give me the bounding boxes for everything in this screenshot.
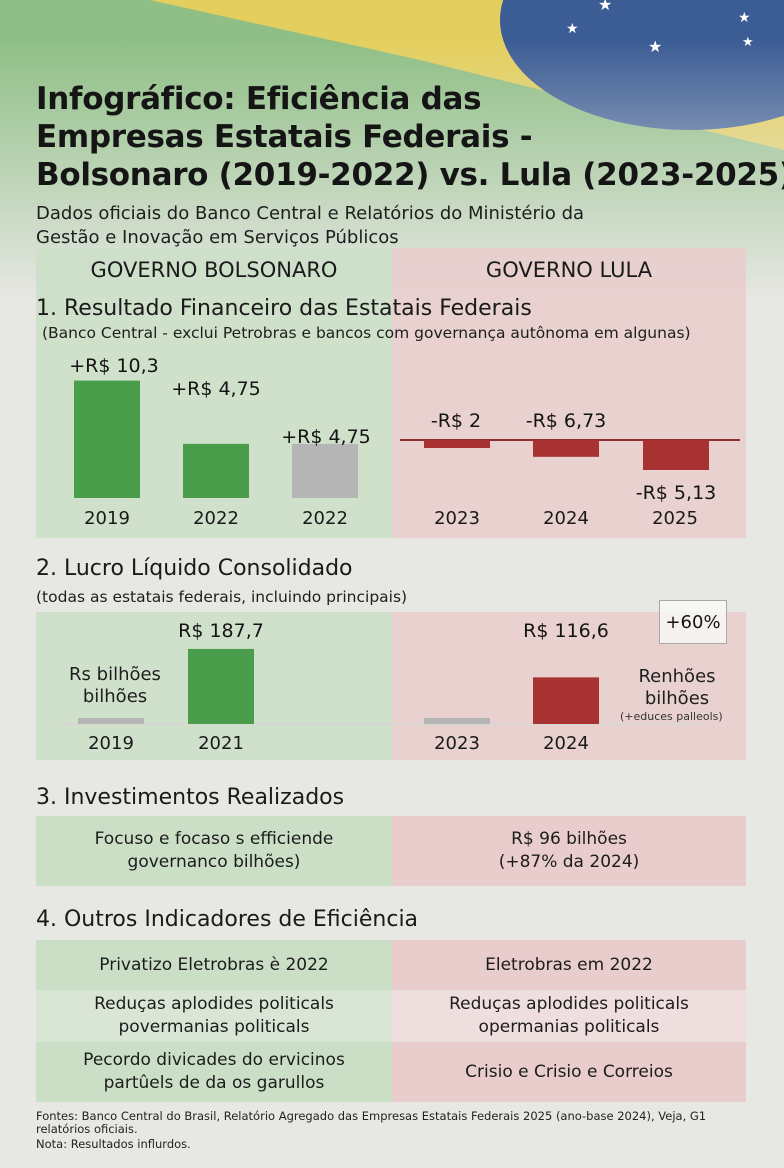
flag-star: ★: [598, 0, 612, 14]
bolsonaro-panel-ind-1: [36, 940, 392, 990]
lula-panel-ind-3: [392, 1042, 746, 1102]
indicator-3-bolsonaro: Pecordo divicades do ervicinos partûels d…: [83, 1050, 345, 1093]
title-line: Bolsonaro (2019-2022) vs. Lula (2023-202…: [36, 157, 784, 193]
bolsonaro-panel-ind-2: [36, 990, 392, 1042]
indicator-2-lula: Reduças aplodides politicals opermanias p…: [449, 994, 689, 1037]
bar-2025-5: [643, 440, 709, 470]
title-line: Empresas Estatais Federais -: [36, 119, 533, 155]
profit-x-tick-2021: 2021: [198, 733, 244, 754]
bar-label-2022-b: +R$ 4,75: [281, 426, 371, 448]
investments-lula: R$ 96 bilhões (+87% da 2024): [498, 829, 640, 872]
subtitle-line: Gestão e Inovação em Serviços Públicos: [36, 227, 399, 248]
flag-star: ★: [566, 21, 579, 37]
page-subtitle: Dados oficiais do Banco Central e Relató…: [36, 202, 776, 250]
section-1-subtitle: (Banco Central - exclui Petrobras e banc…: [42, 324, 691, 342]
section-4-title: 4. Outros Indicadores de Eficiência: [36, 907, 419, 932]
footer-sources-cont: relatórios oficiais.: [36, 1122, 138, 1136]
percent-change-badge: +60%: [659, 600, 727, 644]
lula-panel-ind-1: [392, 940, 746, 990]
x-tick-2023: 2023: [434, 508, 480, 529]
section-2-title: 2. Lucro Líquido Consolidado: [36, 556, 353, 581]
x-tick-2025: 2025: [652, 508, 698, 529]
flag-star: ★: [738, 10, 751, 26]
bar-2022-1: [183, 443, 249, 498]
indicator-3-lula: Crisio e Crisio e Correios: [465, 1061, 673, 1082]
profit-x-tick-2024: 2024: [543, 733, 589, 754]
bar-label-2023: -R$ 2: [430, 410, 482, 432]
section-3-title: 3. Investimentos Realizados: [36, 785, 345, 810]
profit-bar-2021: [188, 648, 254, 724]
lula-panel-invest: [392, 816, 746, 886]
bar-2023-3: [424, 440, 490, 448]
indicator-2-bolsonaro: Reduças aplodides politicals povermanias …: [94, 994, 334, 1037]
profit-x-tick-2019: 2019: [88, 733, 134, 754]
bar-2024-4: [533, 440, 599, 457]
bar-label-2025: -R$ 5,13: [635, 482, 717, 504]
profit-bar-2024: [533, 677, 599, 724]
bar-label-2019: +R$ 10,3: [69, 355, 159, 377]
x-tick-2024: 2024: [543, 508, 589, 529]
title-line: Infográfico: Eficiência das: [36, 81, 482, 117]
page-title: Infográfico: Eficiência das Empresas Est…: [36, 80, 784, 194]
x-tick-2019: 2019: [84, 508, 130, 529]
indicator-1-lula: Eletrobras em 2022: [485, 954, 653, 975]
section-1-title: 1. Resultado Financeiro das Estatais Fed…: [36, 296, 532, 321]
indicator-1-bolsonaro: Privatizo Eletrobras è 2022: [99, 954, 329, 975]
profit-note-left: Rs bilhões bilhões: [69, 664, 161, 707]
government-lula-label: GOVERNO LULA: [485, 258, 653, 282]
profit-x-tick-2023: 2023: [434, 733, 480, 754]
financial-result-chart: [74, 380, 740, 498]
subtitle-line: Dados oficiais do Banco Central e Relató…: [36, 203, 585, 224]
bar-2019-0: [74, 380, 140, 498]
x-tick-2022-b: 2022: [302, 508, 348, 529]
bar-2022-2: [292, 443, 358, 498]
lula-panel-top: [392, 248, 746, 538]
bolsonaro-panel-invest: [36, 816, 392, 886]
profit-label-2024: R$ 116,6: [523, 620, 609, 642]
section-2-subtitle: (todas as estatais federais, incluindo p…: [36, 588, 408, 606]
profit-note-small: (+educes palleols): [620, 710, 723, 723]
x-tick-2022: 2022: [193, 508, 239, 529]
net-profit-chart: [60, 648, 700, 725]
profit-label-2021: R$ 187,7: [178, 620, 264, 642]
footer-note: Nota: Resultados influrdos.: [36, 1137, 191, 1151]
bolsonaro-panel-ind-3: [36, 1042, 392, 1102]
government-bolsonaro-label: GOVERNO BOLSONARO: [90, 258, 338, 282]
bar-label-2024: -R$ 6,73: [525, 410, 607, 432]
bar-label-2022: +R$ 4,75: [171, 378, 261, 400]
footer-sources: Fontes: Banco Central do Brasil, Relatór…: [36, 1109, 707, 1123]
investments-bolsonaro: Focuso e focaso s efficiende governanco b…: [94, 829, 334, 872]
profit-note-right: Renhões bilhões: [638, 666, 716, 709]
profit-bar-2023: [424, 718, 490, 724]
lula-panel-ind-2: [392, 990, 746, 1042]
profit-bar-2019: [78, 718, 144, 724]
